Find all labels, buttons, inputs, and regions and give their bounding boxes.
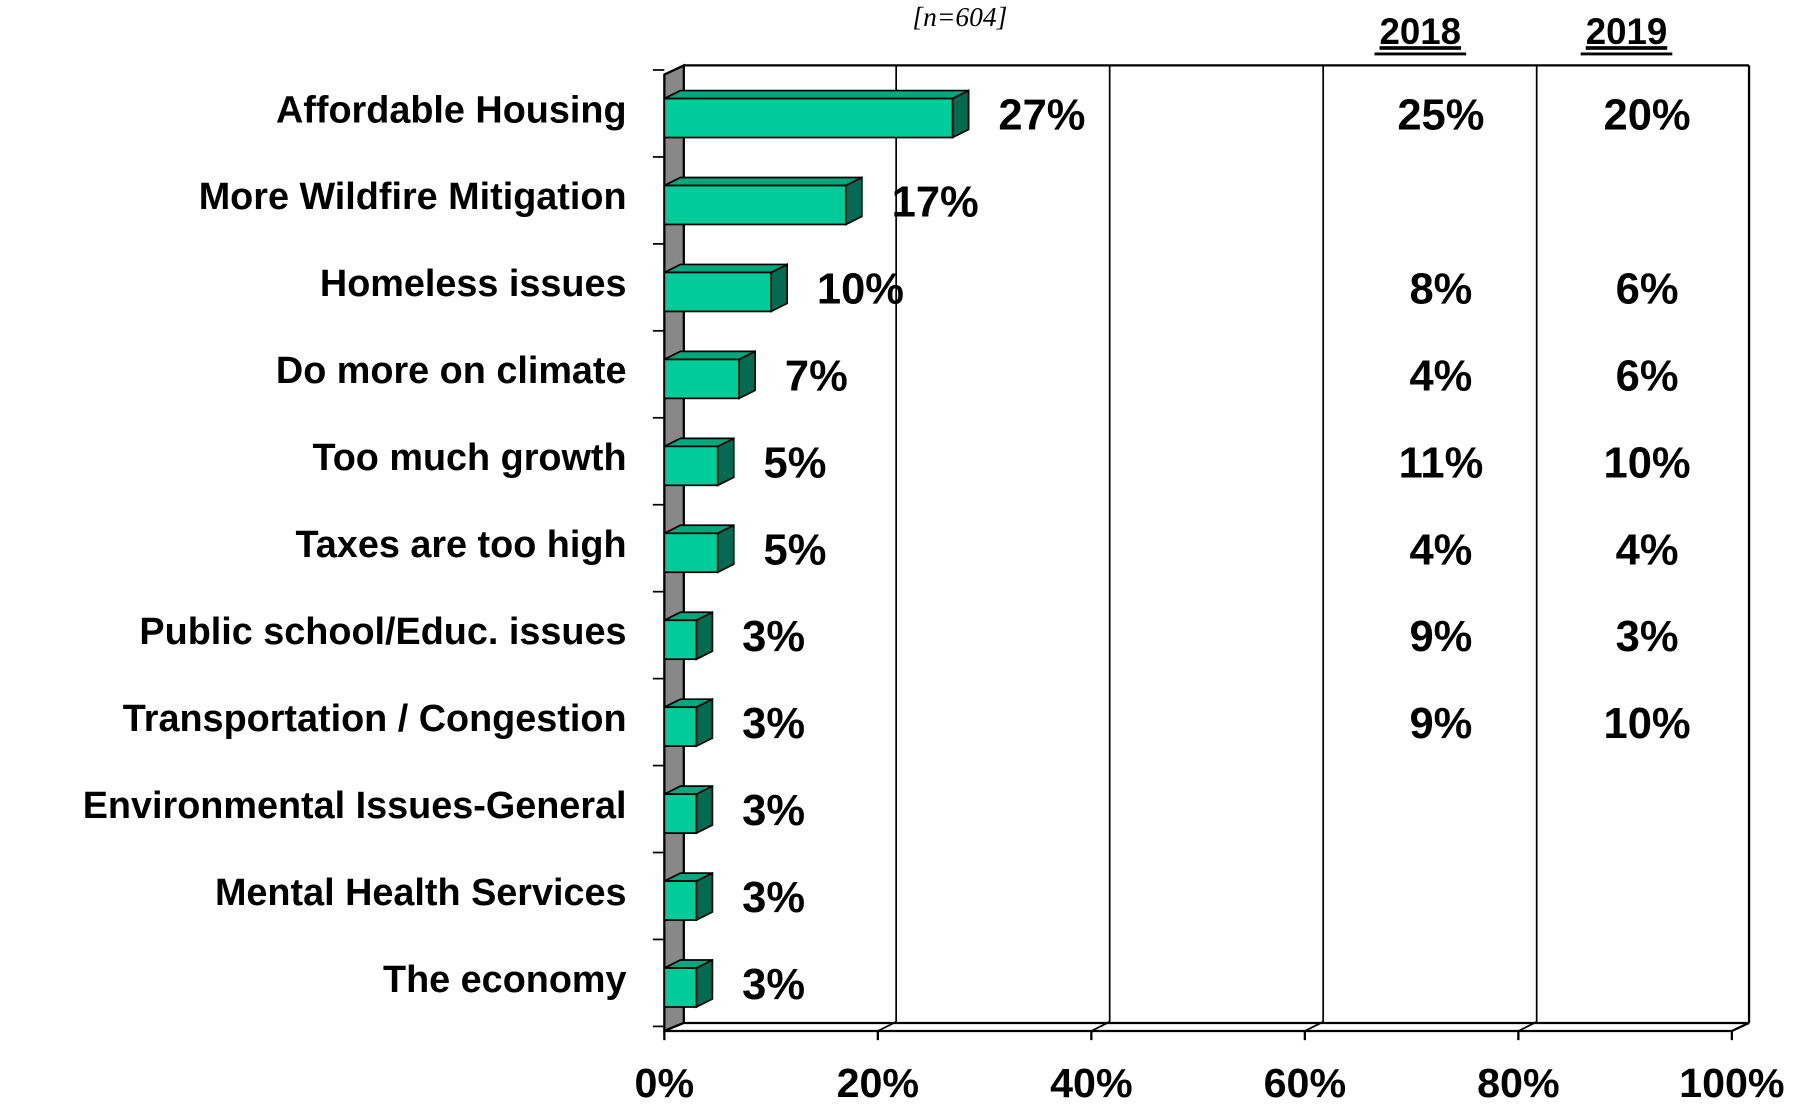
bar-side — [951, 89, 970, 139]
column-header: 2018 — [1380, 11, 1462, 52]
y-tick-label: Do more on climate — [276, 350, 627, 392]
column-value: 25% — [1397, 92, 1484, 140]
column-value: 8% — [1409, 265, 1472, 313]
y-tick-label: Homeless issues — [320, 263, 627, 305]
value-label: 5% — [764, 526, 827, 574]
column-value: 3% — [1616, 613, 1679, 661]
bar-side — [738, 350, 756, 400]
y-tick-label: Mental Health Services — [215, 872, 627, 914]
y-tick-label: The economy — [383, 959, 627, 1001]
value-label: 3% — [742, 700, 805, 748]
bar-side — [695, 697, 714, 748]
bar-side — [695, 958, 714, 1009]
grid-line — [1304, 1021, 1324, 1032]
bar — [663, 880, 698, 921]
x-tick-label: 20% — [837, 1060, 920, 1106]
bar-side — [695, 610, 714, 661]
x-tick-label: 60% — [1264, 1060, 1347, 1106]
column-value: 11% — [1399, 439, 1484, 487]
floor — [663, 1021, 1750, 1033]
y-tick-label: Transportation / Congestion — [123, 698, 627, 740]
bar — [663, 358, 740, 400]
column-value: 4% — [1616, 526, 1679, 574]
y-tick-label: Affordable Housing — [276, 89, 627, 131]
x-tick-label: 0% — [635, 1060, 695, 1106]
y-tick-label: Taxes are too high — [296, 524, 627, 566]
column-value: 20% — [1604, 92, 1691, 140]
bar-side — [695, 871, 714, 922]
column-value: 10% — [1604, 439, 1691, 487]
column-value: 4% — [1409, 352, 1472, 400]
bar — [663, 271, 772, 313]
bar-side — [695, 784, 714, 835]
y-tick-label: Public school/Educ. issues — [139, 611, 626, 653]
bar-side — [716, 436, 735, 487]
y-tick-label: Too much growth — [312, 437, 626, 479]
y-tick-label: Environmental Issues-General — [83, 785, 627, 827]
column-value: 9% — [1409, 700, 1472, 748]
x-tick-label: 40% — [1050, 1060, 1133, 1106]
column-value: 10% — [1604, 700, 1691, 748]
bar-top — [663, 89, 969, 100]
column-header: 2019 — [1586, 11, 1668, 52]
bar — [663, 619, 698, 661]
column-value: 6% — [1616, 265, 1679, 313]
bar — [663, 445, 719, 487]
value-label: 17% — [892, 178, 979, 226]
bar — [663, 184, 847, 226]
column-value: 4% — [1409, 526, 1472, 574]
bar — [663, 532, 719, 574]
bar-top — [663, 263, 788, 274]
value-label: 5% — [764, 439, 827, 487]
value-label: 7% — [785, 352, 848, 400]
bar — [663, 97, 954, 139]
bar-side — [716, 523, 735, 574]
grid-line — [1090, 1021, 1111, 1032]
column-value: 6% — [1616, 352, 1679, 400]
bar-top — [663, 176, 863, 187]
column-value: 9% — [1409, 613, 1472, 661]
value-label: 10% — [817, 265, 904, 313]
value-label: 3% — [742, 874, 805, 922]
bar-side — [844, 176, 863, 226]
y-tick-label: More Wildfire Mitigation — [199, 176, 627, 218]
value-label: 27% — [998, 92, 1085, 140]
value-label: 3% — [742, 961, 805, 1009]
bar — [663, 706, 698, 748]
grid-line — [877, 1021, 897, 1032]
value-label: 3% — [742, 787, 805, 835]
x-tick-label: 100% — [1679, 1060, 1784, 1106]
value-label: 3% — [742, 613, 805, 661]
subtitle: [n=604] — [912, 2, 1007, 32]
bar — [663, 793, 698, 834]
bar-side — [770, 263, 788, 313]
bar — [663, 967, 698, 1008]
x-tick-label: 80% — [1477, 1060, 1560, 1106]
grid-line — [1517, 1021, 1538, 1032]
